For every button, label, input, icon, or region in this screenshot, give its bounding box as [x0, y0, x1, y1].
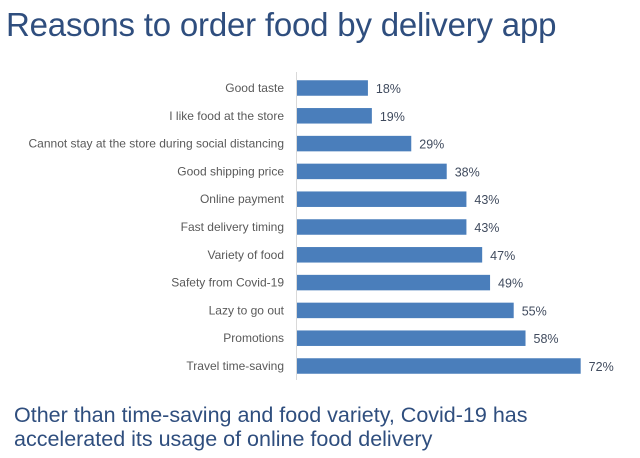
bar [297, 219, 467, 235]
chart-subtitle: Other than time-saving and food variety,… [14, 403, 528, 451]
data-label: 43% [474, 193, 499, 207]
bar [297, 330, 526, 346]
bar [297, 80, 368, 96]
category-label: Cannot stay at the store during social d… [29, 137, 284, 151]
data-label: 49% [498, 277, 523, 291]
category-label: Fast delivery timing [181, 220, 284, 234]
category-label: Promotions [223, 331, 284, 345]
data-label: 72% [589, 360, 614, 374]
category-label: Good taste [225, 81, 284, 95]
bar [297, 302, 514, 319]
bar [297, 191, 467, 207]
bar [297, 108, 372, 124]
data-label: 29% [419, 138, 444, 152]
category-label: I like food at the store [169, 109, 284, 123]
category-label: Travel time-saving [186, 359, 284, 373]
category-label: Safety from Covid-19 [171, 276, 284, 290]
category-label: Variety of food [208, 248, 285, 262]
chart-title: Reasons to order food by delivery app [6, 6, 557, 43]
category-label: Online payment [200, 192, 285, 206]
data-label: 55% [522, 304, 547, 318]
bar [297, 135, 412, 152]
category-label: Lazy to go out [209, 303, 285, 317]
category-label: Good shipping price [177, 164, 284, 178]
bar [297, 274, 491, 291]
data-label: 19% [380, 110, 405, 124]
bar [297, 163, 447, 180]
data-label: 38% [455, 165, 480, 179]
data-label: 43% [474, 221, 499, 235]
bar [297, 358, 581, 374]
data-label: 47% [490, 249, 515, 263]
bar-chart: Good taste 18% I like food at the store 19%… [29, 72, 614, 380]
data-label: 18% [376, 82, 401, 96]
data-label: 58% [534, 332, 559, 346]
bar [297, 247, 483, 263]
bars-group: Good taste 18% I like food at the store 19%… [29, 80, 614, 374]
